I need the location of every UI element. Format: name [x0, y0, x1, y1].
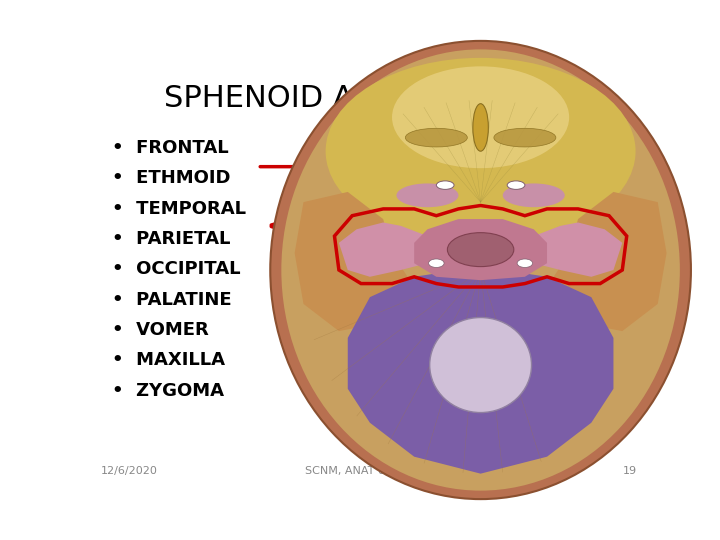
- Text: •  PALATINE: • PALATINE: [112, 291, 232, 309]
- Polygon shape: [516, 222, 622, 277]
- Ellipse shape: [428, 259, 444, 267]
- Text: •  VOMER: • VOMER: [112, 321, 209, 339]
- Ellipse shape: [397, 184, 459, 207]
- Ellipse shape: [270, 41, 691, 499]
- Text: •  ETHMOID: • ETHMOID: [112, 170, 231, 187]
- Polygon shape: [348, 270, 613, 474]
- Polygon shape: [414, 219, 547, 280]
- Text: SPHENOID ARTICULATIONS: SPHENOID ARTICULATIONS: [164, 84, 574, 112]
- Ellipse shape: [447, 233, 514, 267]
- Ellipse shape: [517, 259, 533, 267]
- Ellipse shape: [430, 318, 531, 413]
- Ellipse shape: [405, 129, 467, 147]
- Ellipse shape: [325, 58, 636, 245]
- Text: 12/6/2020: 12/6/2020: [101, 467, 158, 476]
- Text: •  FRONTAL: • FRONTAL: [112, 139, 229, 157]
- Text: •  TEMPORAL: • TEMPORAL: [112, 200, 246, 218]
- Text: •  PARIETAL: • PARIETAL: [112, 230, 230, 248]
- Polygon shape: [339, 222, 445, 277]
- Ellipse shape: [494, 129, 556, 147]
- Text: SCNM, ANAT 604, Skull: SCNM, ANAT 604, Skull: [305, 467, 433, 476]
- Text: •  ZYGOMA: • ZYGOMA: [112, 382, 225, 400]
- Ellipse shape: [392, 66, 570, 168]
- Polygon shape: [294, 192, 414, 331]
- Ellipse shape: [436, 181, 454, 190]
- Ellipse shape: [473, 104, 488, 151]
- Text: •  OCCIPITAL: • OCCIPITAL: [112, 260, 240, 279]
- Ellipse shape: [507, 181, 525, 190]
- Ellipse shape: [282, 49, 680, 491]
- Text: 19: 19: [623, 467, 637, 476]
- Text: •  MAXILLA: • MAXILLA: [112, 352, 225, 369]
- Polygon shape: [547, 192, 667, 331]
- Ellipse shape: [503, 184, 564, 207]
